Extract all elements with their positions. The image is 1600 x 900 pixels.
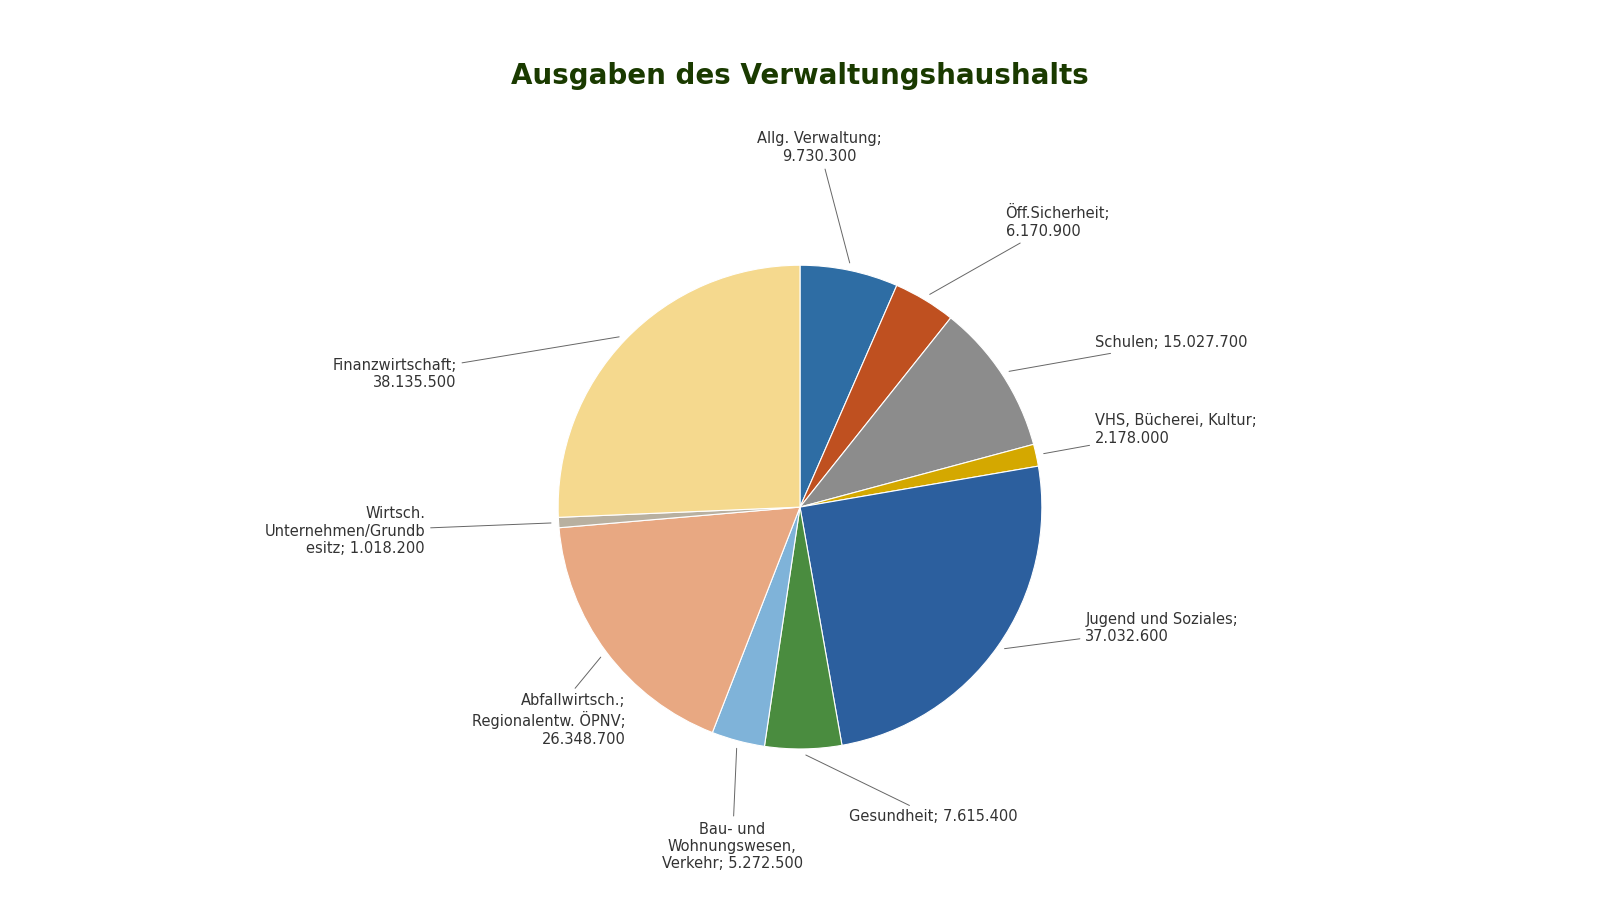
Text: Öff.Sicherheit;
6.170.900: Öff.Sicherheit; 6.170.900 [930, 204, 1110, 294]
Text: Jugend und Soziales;
37.032.600: Jugend und Soziales; 37.032.600 [1005, 612, 1238, 649]
Text: Abfallwirtsch.;
Regionalentw. ÖPNV;
26.348.700: Abfallwirtsch.; Regionalentw. ÖPNV; 26.3… [472, 657, 626, 747]
Wedge shape [558, 266, 800, 518]
Text: Wirtsch.
Unternehmen/Grundb
esitz; 1.018.200: Wirtsch. Unternehmen/Grundb esitz; 1.018… [264, 507, 550, 556]
Wedge shape [800, 445, 1038, 507]
Text: Bau- und
Wohnungswesen,
Verkehr; 5.272.500: Bau- und Wohnungswesen, Verkehr; 5.272.5… [662, 748, 803, 871]
Text: Gesundheit; 7.615.400: Gesundheit; 7.615.400 [806, 755, 1018, 824]
Wedge shape [712, 507, 800, 746]
Wedge shape [800, 285, 950, 507]
Text: Finanzwirtschaft;
38.135.500: Finanzwirtschaft; 38.135.500 [333, 337, 619, 391]
Wedge shape [800, 318, 1034, 507]
Text: Allg. Verwaltung;
9.730.300: Allg. Verwaltung; 9.730.300 [757, 131, 882, 263]
Wedge shape [765, 507, 842, 749]
Wedge shape [558, 507, 800, 527]
Text: Schulen; 15.027.700: Schulen; 15.027.700 [1010, 335, 1248, 372]
Wedge shape [558, 507, 800, 733]
Text: Ausgaben des Verwaltungshaushalts: Ausgaben des Verwaltungshaushalts [510, 62, 1090, 91]
Text: VHS, Bücherei, Kultur;
2.178.000: VHS, Bücherei, Kultur; 2.178.000 [1043, 413, 1258, 454]
Wedge shape [800, 466, 1042, 745]
Wedge shape [800, 266, 896, 507]
